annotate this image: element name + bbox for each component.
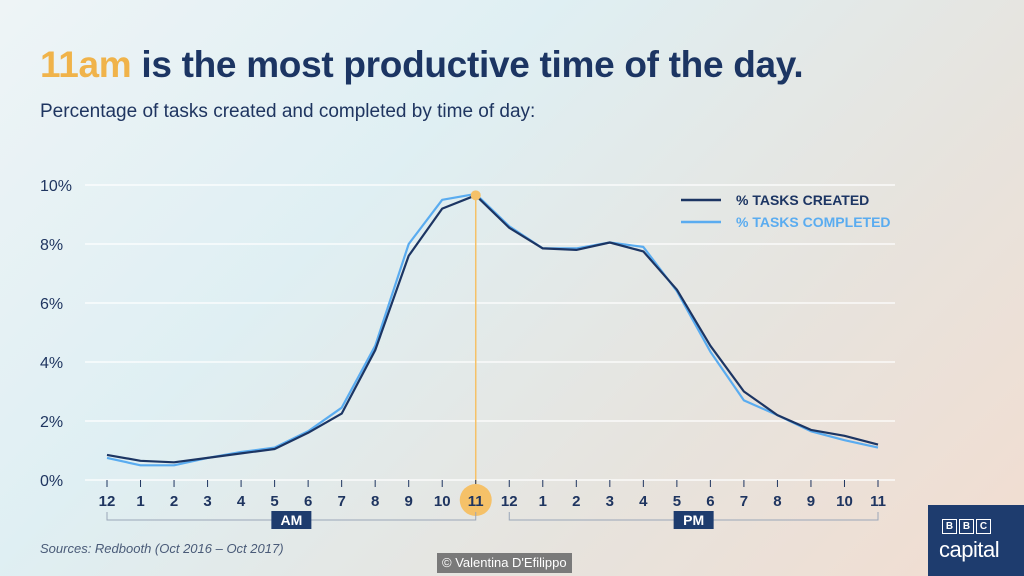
highlight-hour-marker [459, 484, 492, 516]
headline-accent: 11am [40, 44, 132, 85]
x-tick-label: 5 [270, 493, 278, 510]
x-tick-label: 9 [405, 493, 413, 510]
x-tick-label: 9 [807, 493, 815, 510]
legend-label: % TASKS COMPLETED [736, 214, 891, 230]
period-label-box [673, 511, 714, 529]
x-tick-label: 5 [673, 493, 681, 510]
x-tick-label: 3 [203, 493, 211, 510]
x-tick-label: 12 [501, 493, 518, 510]
peak-point [470, 190, 481, 201]
x-tick-label: 1 [136, 493, 144, 510]
y-tick-label: 2% [40, 414, 63, 431]
y-tick-label: 10% [40, 178, 72, 195]
source-note: Sources: Redbooth (Oct 2016 – Oct 2017) [40, 541, 284, 556]
logo-letter: B [959, 519, 974, 534]
x-tick-label: 6 [706, 493, 714, 510]
x-tick-label: 11 [870, 493, 886, 510]
headline: 11am is the most productive time of the … [40, 44, 804, 86]
x-tick-label: 4 [237, 493, 246, 510]
y-tick-label: 4% [40, 355, 63, 372]
y-tick-label: 0% [40, 473, 63, 490]
x-tick-label: 7 [337, 493, 345, 510]
x-tick-label: 10 [836, 493, 853, 510]
series-line-created [106, 194, 879, 464]
x-tick-label: 8 [371, 493, 379, 510]
headline-text: is the most productive time of the day. [131, 44, 804, 85]
x-tick-label: 7 [740, 493, 748, 510]
bbc-blocks: B B C [942, 519, 991, 534]
period-label: PM [683, 512, 704, 528]
legend-label: % TASKS CREATED [736, 192, 869, 208]
chart-subtitle: Percentage of tasks created and complete… [40, 101, 536, 122]
bbc-capital-logo: B B C capital [928, 505, 1024, 576]
x-tick-label: 1 [539, 493, 547, 510]
x-tick-label: 4 [639, 493, 648, 510]
series-line-completed [106, 192, 879, 467]
x-tick-label: 12 [99, 493, 116, 510]
logo-letter: B [942, 519, 957, 534]
logo-letter: C [976, 519, 991, 534]
logo-word: capital [939, 537, 1000, 562]
x-tick-label: 11 [468, 493, 484, 510]
x-tick-label: 3 [606, 493, 614, 510]
period-label-box [271, 511, 312, 529]
y-tick-label: 6% [40, 296, 63, 313]
x-tick-label: 2 [572, 493, 580, 510]
credit-label: © Valentina D'Efilippo [437, 553, 572, 573]
y-tick-label: 8% [40, 237, 63, 254]
x-tick-label: 6 [304, 493, 312, 510]
x-tick-label: 2 [170, 493, 178, 510]
x-tick-label: 10 [434, 493, 451, 510]
period-label: AM [280, 512, 302, 528]
x-tick-label: 8 [773, 493, 781, 510]
